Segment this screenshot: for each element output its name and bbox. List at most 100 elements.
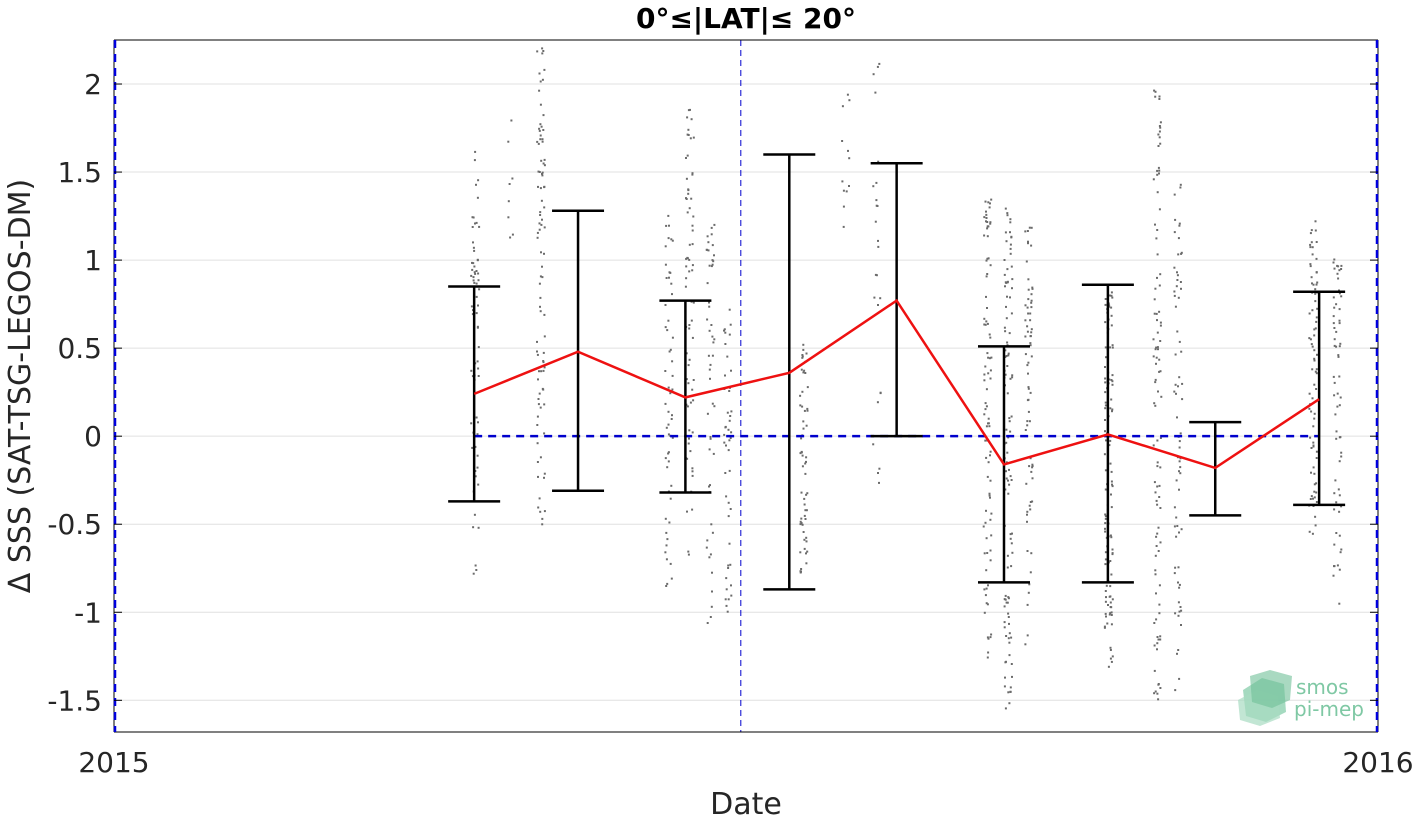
scatter-point xyxy=(1153,644,1156,647)
scatter-point xyxy=(536,415,539,418)
scatter-point xyxy=(1006,268,1009,271)
scatter-point xyxy=(984,439,987,442)
scatter-point xyxy=(801,465,804,468)
scatter-point xyxy=(1104,377,1107,380)
scatter-point xyxy=(984,323,987,326)
scatter-point xyxy=(1004,676,1006,679)
scatter-point xyxy=(730,431,733,434)
scatter-point xyxy=(471,375,474,378)
scatter-point xyxy=(1026,424,1029,427)
scatter-point xyxy=(728,333,731,336)
scatter-point xyxy=(1154,378,1157,381)
scatter-point xyxy=(478,225,481,228)
scatter-point xyxy=(1104,488,1107,491)
scatter-point xyxy=(729,323,732,326)
scatter-point xyxy=(1104,590,1107,592)
scatter-point xyxy=(1338,404,1341,407)
scatter-point xyxy=(1110,470,1113,473)
scatter-point xyxy=(983,611,986,614)
scatter-point xyxy=(1174,566,1177,569)
scatter-point xyxy=(709,363,712,366)
scatter-point xyxy=(685,257,688,260)
scatter-point xyxy=(687,188,690,191)
scatter-point xyxy=(1158,284,1161,287)
scatter-point xyxy=(687,192,690,195)
scatter-point xyxy=(875,274,878,277)
scatter-point xyxy=(1111,380,1114,383)
scatter-point xyxy=(1029,508,1032,511)
scatter-point xyxy=(1005,240,1008,243)
scatter-point xyxy=(691,264,694,267)
scatter-point xyxy=(983,317,986,320)
scatter-point xyxy=(471,268,474,271)
scatter-point xyxy=(1333,394,1336,397)
scatter-point xyxy=(1030,306,1033,309)
scatter-point xyxy=(1156,319,1158,322)
scatter-point xyxy=(801,405,804,408)
scatter-point xyxy=(1315,482,1318,485)
scatter-point xyxy=(1178,583,1181,586)
scatter-point xyxy=(1312,425,1315,428)
scatter-point xyxy=(691,229,694,232)
scatter-point xyxy=(1011,551,1014,554)
scatter-point xyxy=(1340,295,1343,298)
scatter-point xyxy=(1008,468,1010,471)
scatter-point xyxy=(1173,506,1176,509)
scatter-point xyxy=(541,265,543,268)
scatter-point xyxy=(806,407,809,410)
scatter-point xyxy=(1157,683,1160,685)
scatter-point xyxy=(708,556,711,559)
scatter-point xyxy=(542,360,545,362)
scatter-point xyxy=(1006,601,1009,604)
scatter-point xyxy=(1309,338,1312,341)
scatter-point xyxy=(729,415,732,417)
scatter-point xyxy=(989,369,992,372)
scatter-point xyxy=(710,324,713,326)
scatter-point xyxy=(539,187,542,190)
scatter-point xyxy=(685,177,688,180)
scatter-point xyxy=(1009,475,1012,478)
scatter-point xyxy=(1104,551,1107,554)
scatter-point xyxy=(687,364,690,367)
scatter-point xyxy=(1109,462,1112,465)
scatter-point xyxy=(507,200,510,203)
scatter-point xyxy=(986,273,989,275)
scatter-point xyxy=(543,164,546,167)
scatter-point xyxy=(1009,221,1012,224)
scatter-point xyxy=(1333,344,1336,347)
scatter-point xyxy=(1109,649,1112,651)
scatter-point xyxy=(475,282,478,285)
scatter-point xyxy=(1155,535,1158,538)
scatter-point xyxy=(1004,330,1007,333)
scatter-point xyxy=(667,460,670,463)
scatter-point xyxy=(846,93,849,96)
scatter-point xyxy=(1173,294,1176,297)
scatter-point xyxy=(541,140,544,143)
scatter-point xyxy=(472,279,475,282)
scatter-point xyxy=(1310,471,1312,474)
scatter-point xyxy=(1104,401,1107,404)
scatter-point xyxy=(688,324,691,326)
scatter-point xyxy=(800,568,803,570)
scatter-point xyxy=(1027,278,1030,281)
scatter-point xyxy=(669,497,672,500)
scatter-point xyxy=(508,183,511,185)
scatter-point xyxy=(1011,374,1014,377)
scatter-point xyxy=(709,437,712,440)
scatter-point xyxy=(1156,229,1159,231)
scatter-point xyxy=(687,553,690,556)
scatter-points xyxy=(470,47,1343,710)
scatter-point xyxy=(706,539,709,542)
scatter-point xyxy=(1110,506,1113,509)
scatter-point xyxy=(1004,349,1007,352)
scatter-point xyxy=(1333,543,1336,546)
scatter-point xyxy=(1310,495,1313,498)
scatter-point xyxy=(685,277,688,280)
scatter-point xyxy=(1178,488,1180,491)
scatter-point xyxy=(1104,407,1107,410)
scatter-point xyxy=(688,270,691,273)
y-axis-label: Δ SSS (SAT-TSG-LEGOS-DM) xyxy=(3,179,38,593)
scatter-point xyxy=(1009,430,1012,433)
scatter-point xyxy=(671,336,674,339)
scatter-point xyxy=(1159,340,1162,342)
